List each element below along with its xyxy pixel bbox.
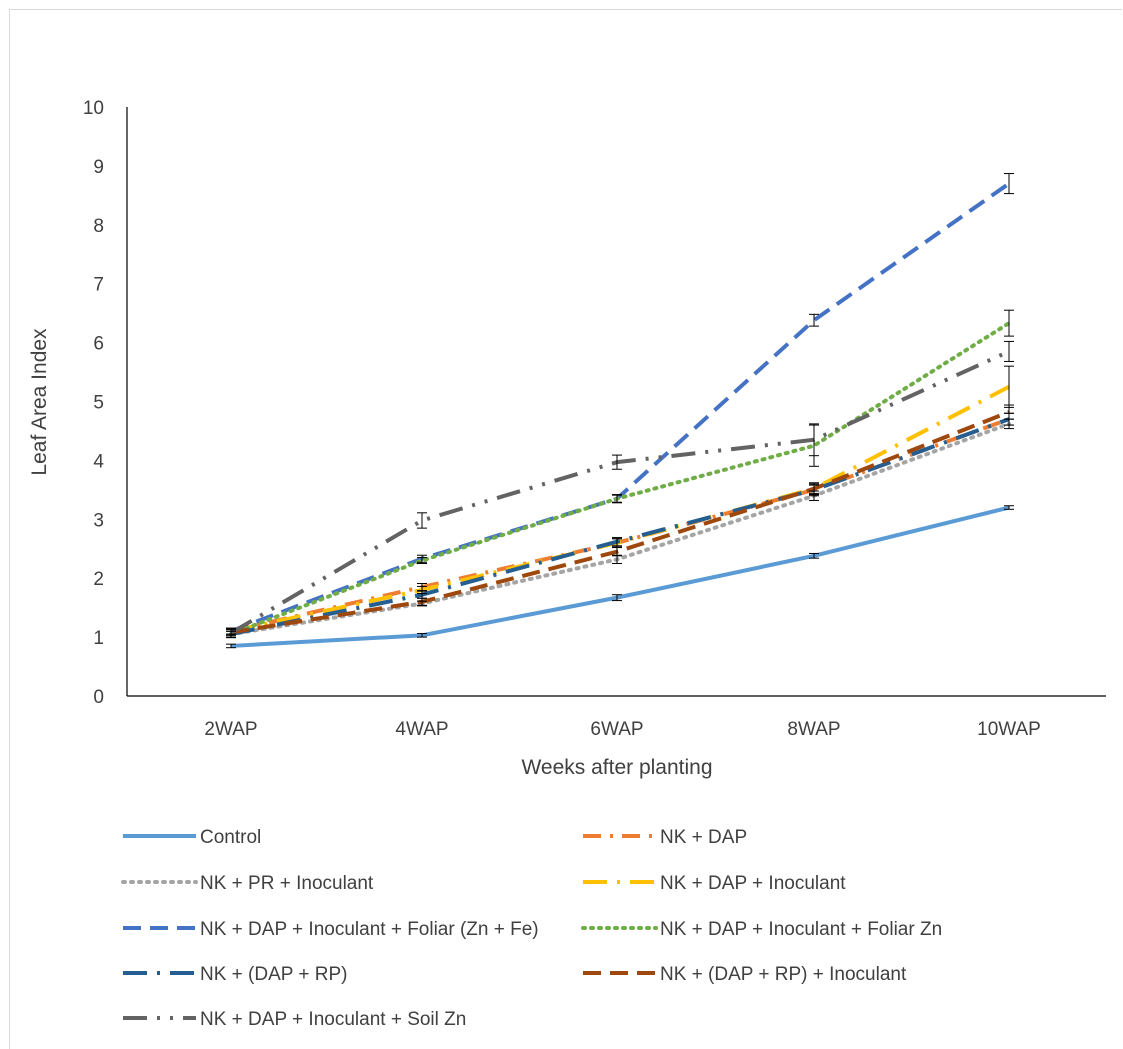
legend-label: NK + DAP + Inoculant + Foliar Zn (660, 919, 942, 940)
legend-item-8: NK + (DAP + RP) + Inoculant (583, 964, 907, 985)
y-tick-label: 10 (83, 98, 104, 119)
series-line-1 (230, 505, 1010, 648)
error-bar (226, 627, 236, 639)
legend-label: NK + (DAP + RP) + Inoculant (660, 964, 907, 985)
legend: Control NK + DAP NK + PR + Inoculant NK + D… (121, 827, 942, 1030)
legend-item-5: NK + DAP + Inoculant + Foliar (Zn + Fe) (123, 919, 539, 940)
error-bar (809, 313, 819, 327)
series-line-9 (229, 349, 1010, 635)
legend-item-4: NK + DAP + Inoculant (583, 873, 846, 894)
error-bar (417, 557, 427, 564)
x-tick-label: 4WAP (395, 719, 448, 740)
legend-label: NK + PR + Inoculant (200, 873, 374, 894)
series-line-2 (230, 417, 1010, 634)
x-tick-label: 8WAP (787, 719, 840, 740)
series-lines (229, 181, 1011, 648)
error-bar (1004, 404, 1014, 420)
error-bar (417, 597, 427, 606)
y-tick-label: 4 (93, 451, 104, 472)
y-tick-label: 8 (93, 216, 104, 237)
series-line-7 (230, 417, 1010, 637)
y-tick-label: 1 (93, 628, 104, 649)
x-tick-label: 10WAP (977, 719, 1041, 740)
error-bar (809, 423, 819, 457)
legend-label: NK + (DAP + RP) (200, 964, 347, 985)
error-bar (809, 552, 819, 559)
legend-label: NK + DAP + Inoculant (660, 873, 846, 894)
legend-item-6: NK + DAP + Inoculant + Foliar Zn (581, 919, 942, 940)
error-bar (809, 483, 819, 494)
x-tick-labels: 2WAP 4WAP 6WAP 8WAP 10WAP (204, 719, 1040, 740)
error-bar (1004, 309, 1014, 337)
legend-item-9: NK + DAP + Inoculant + Soil Zn (123, 1009, 466, 1030)
y-tick-label: 7 (93, 275, 104, 296)
legend-label: NK + DAP (660, 827, 747, 848)
error-bars (226, 173, 1014, 649)
error-bar (612, 537, 622, 547)
y-axis-title: Leaf Area Index (28, 328, 51, 476)
y-tick-label: 2 (93, 569, 104, 590)
error-bar (612, 594, 622, 602)
error-bar (1004, 173, 1014, 195)
legend-label: NK + DAP + Inoculant + Soil Zn (200, 1009, 466, 1030)
error-bar (612, 454, 622, 470)
legend-label: Control (200, 827, 261, 848)
x-axis-title: Weeks after planting (521, 756, 712, 779)
y-tick-label: 6 (93, 334, 104, 355)
x-tick-label: 2WAP (204, 719, 257, 740)
legend-item-1: Control (123, 827, 261, 848)
legend-item-7: NK + (DAP + RP) (123, 964, 347, 985)
y-tick-label: 9 (93, 157, 104, 178)
error-bar (226, 643, 236, 649)
y-tick-label: 0 (93, 687, 104, 708)
error-bar (612, 554, 622, 564)
series-line-8 (230, 410, 1010, 635)
chart-frame (9, 9, 1122, 1049)
error-bar (612, 547, 622, 557)
error-bar (1004, 340, 1014, 362)
y-tick-label: 3 (93, 510, 104, 531)
legend-label: NK + DAP + Inoculant + Foliar (Zn + Fe) (200, 919, 539, 940)
error-bar (417, 512, 427, 529)
error-bar (1004, 505, 1014, 510)
y-tick-labels: 0 1 2 3 4 5 6 7 8 9 10 (83, 98, 105, 708)
legend-item-3: NK + PR + Inoculant (121, 873, 374, 894)
y-tick-label: 5 (93, 393, 104, 414)
x-tick-label: 6WAP (590, 719, 643, 740)
error-bar (417, 633, 427, 638)
legend-item-2: NK + DAP (583, 827, 747, 848)
error-bar (612, 494, 622, 503)
